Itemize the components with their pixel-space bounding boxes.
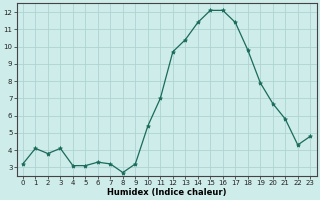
X-axis label: Humidex (Indice chaleur): Humidex (Indice chaleur) [107, 188, 226, 197]
